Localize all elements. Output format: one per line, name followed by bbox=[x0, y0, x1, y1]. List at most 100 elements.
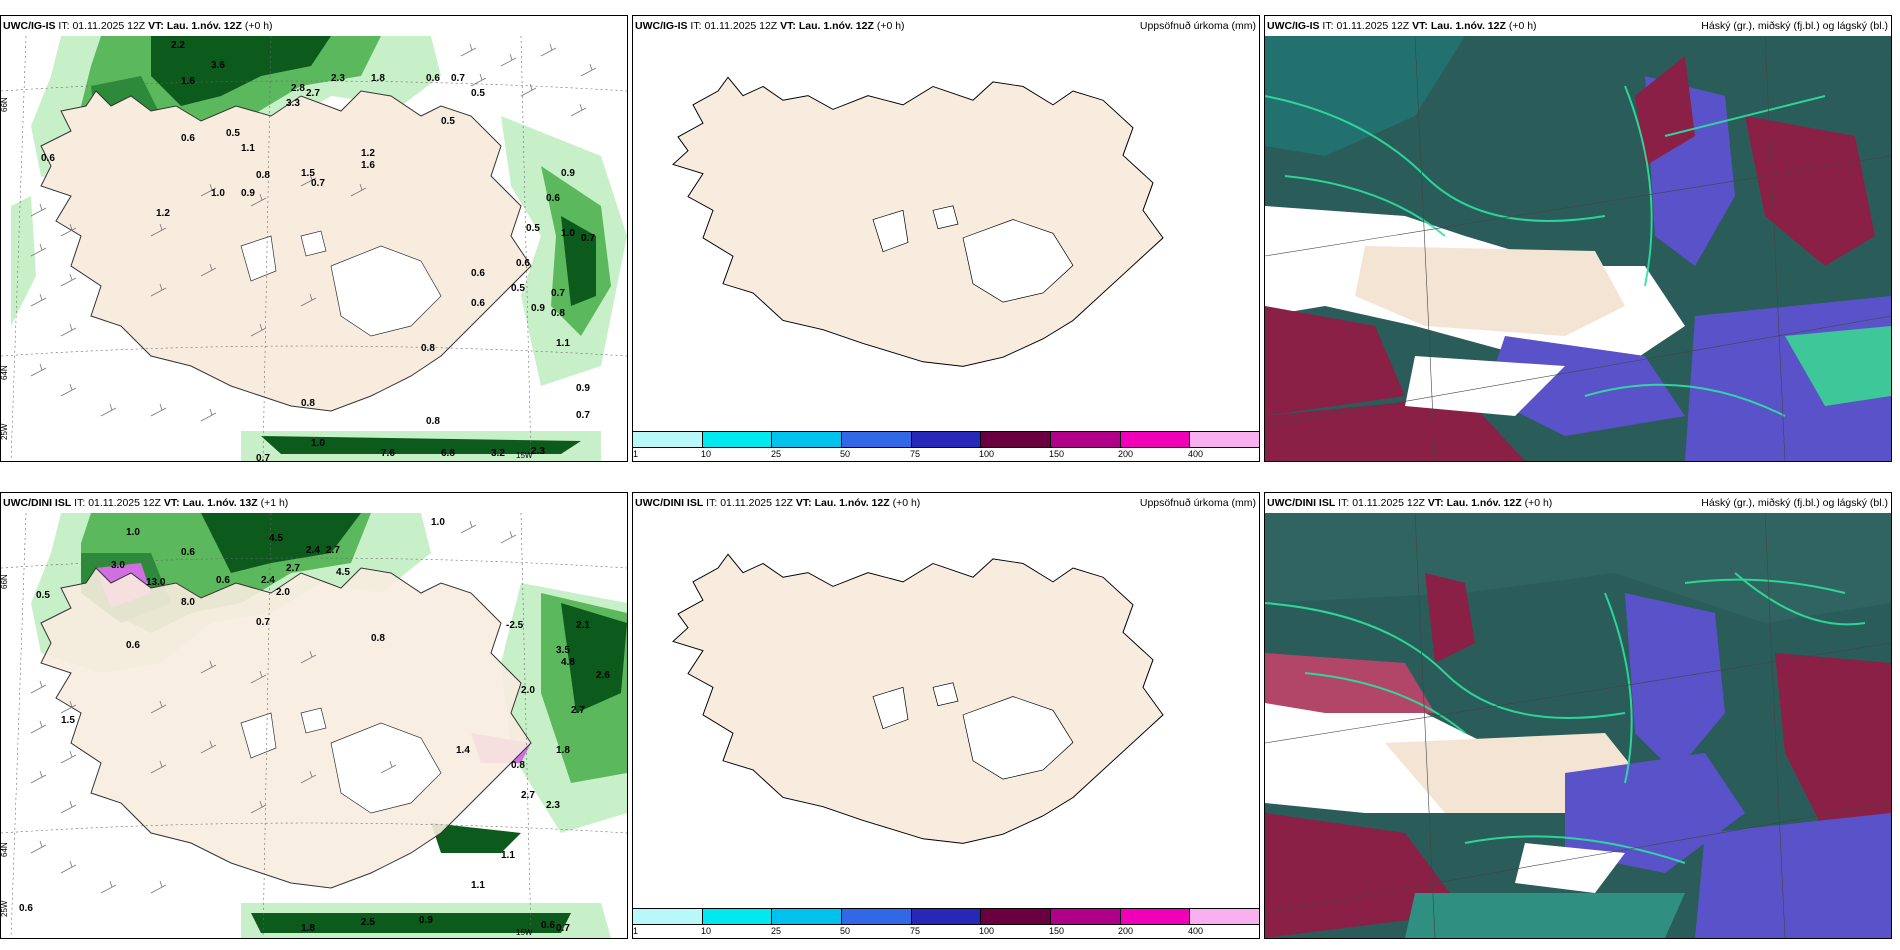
it-value: 01.11.2025 12Z bbox=[1352, 497, 1425, 509]
lon-label: 15W bbox=[516, 928, 533, 937]
legend-swatch bbox=[702, 909, 773, 924]
lon-label: 15W bbox=[516, 451, 533, 460]
precip-label: 1.0 bbox=[126, 527, 140, 538]
legend-tick: 200 bbox=[1118, 926, 1134, 936]
field-title: Háský (gr.), miðský (fj.bl.) og lágský (… bbox=[1701, 497, 1888, 509]
legend-tick: 75 bbox=[910, 926, 921, 936]
legend-tick: 1 bbox=[633, 449, 639, 459]
legend-swatch bbox=[1051, 909, 1121, 924]
precip-label: 0.8 bbox=[426, 416, 440, 427]
precip-label: 3.6 bbox=[211, 60, 225, 71]
legend-tick: 200 bbox=[1118, 449, 1134, 459]
precip-label: 0.5 bbox=[526, 223, 540, 234]
model-name: UWC/DINI ISL bbox=[3, 497, 72, 509]
precip-label: 4.5 bbox=[336, 567, 350, 578]
legend-swatch bbox=[842, 432, 912, 447]
precip-label: 0.8 bbox=[371, 633, 385, 644]
precip-label: -2.5 bbox=[506, 620, 524, 631]
panel-dini-isl-precip-wind: UWC/DINI ISL IT: 01.11.2025 12Z VT: Lau.… bbox=[0, 492, 628, 939]
precip-label: 1.1 bbox=[471, 880, 485, 891]
precip-label: 2.7 bbox=[326, 545, 340, 556]
precip-label: 0.5 bbox=[441, 116, 455, 127]
precip-label: 0.5 bbox=[511, 283, 525, 294]
precip-label: 1.0 bbox=[431, 517, 445, 528]
cloud-cover-map bbox=[1265, 513, 1891, 938]
precip-label: 2.3 bbox=[546, 800, 560, 811]
precip-label: 2.0 bbox=[521, 685, 535, 696]
precip-label: 0.7 bbox=[451, 73, 465, 84]
it-label: IT: bbox=[1322, 20, 1334, 32]
precip-label: 2.6 bbox=[596, 670, 610, 681]
precip-label: 0.9 bbox=[241, 188, 255, 199]
precip-label: 0.6 bbox=[181, 133, 195, 144]
precip-label: 1.1 bbox=[501, 850, 515, 861]
precip-label: 0.8 bbox=[511, 760, 525, 771]
legend-swatch bbox=[1120, 432, 1191, 447]
lead-time: (+0 h) bbox=[1508, 20, 1537, 32]
precip-label: 1.8 bbox=[301, 923, 315, 934]
precip-label: 0.9 bbox=[576, 383, 590, 394]
field-title: Uppsöfnuð úrkoma (mm) bbox=[1139, 20, 1256, 32]
model-name: UWC/IG-IS bbox=[1267, 20, 1320, 32]
vt-label: VT: bbox=[1427, 497, 1444, 509]
it-label: IT: bbox=[74, 497, 86, 509]
legend-tick: 50 bbox=[840, 449, 851, 459]
cloud-cover-map bbox=[1265, 36, 1891, 461]
it-label: IT: bbox=[706, 497, 718, 509]
lat-label: 64N bbox=[1, 365, 9, 380]
precip-label: 3.3 bbox=[286, 98, 300, 109]
precip-label: 1.0 bbox=[311, 438, 325, 449]
precip-label: 1.6 bbox=[181, 76, 195, 87]
precip-label: 1.8 bbox=[556, 745, 570, 756]
legend-swatch bbox=[981, 909, 1052, 924]
precip-label: 2.7 bbox=[571, 705, 585, 716]
precip-label: 2.2 bbox=[171, 40, 185, 51]
precip-label: 0.6 bbox=[541, 920, 555, 931]
lat-label: 66N bbox=[1, 97, 9, 112]
precip-legend: 1 10 25 50 75 100 150 200 400 bbox=[633, 906, 1259, 938]
precip-label: 0.6 bbox=[216, 575, 230, 586]
legend-swatch bbox=[1120, 909, 1191, 924]
precip-label: 0.8 bbox=[551, 308, 565, 319]
precip-label: 2.8 bbox=[291, 83, 305, 94]
legend-tick: 100 bbox=[979, 926, 995, 936]
vt-value: Lau. 1.nóv. 12Z bbox=[166, 20, 242, 32]
precip-label: 0.6 bbox=[19, 903, 33, 914]
lead-time: (+1 h) bbox=[260, 497, 289, 509]
lead-time: (+0 h) bbox=[876, 20, 905, 32]
model-name: UWC/DINI ISL bbox=[635, 497, 704, 509]
it-label: IT: bbox=[690, 20, 702, 32]
panel-header: UWC/IG-IS IT: 01.11.2025 12Z VT: Lau. 1.… bbox=[1, 16, 627, 36]
precip-label: 4.8 bbox=[561, 657, 575, 668]
panel-header: UWC/IG-IS IT: 01.11.2025 12Z VT: Lau. 1.… bbox=[1265, 16, 1891, 36]
panel-ig-is-precip-wind: UWC/IG-IS IT: 01.11.2025 12Z VT: Lau. 1.… bbox=[0, 15, 628, 462]
precip-label: 1.8 bbox=[371, 73, 385, 84]
panel-header: UWC/DINI ISL IT: 01.11.2025 12Z VT: Lau.… bbox=[1, 493, 627, 513]
accumulated-precip-map bbox=[672, 553, 1164, 844]
precip-label: 0.7 bbox=[556, 923, 570, 934]
legend-tick: 50 bbox=[840, 926, 851, 936]
lat-label: 66N bbox=[1, 574, 9, 589]
panel-dini-isl-cloud-cover: UWC/DINI ISL IT: 01.11.2025 12Z VT: Lau.… bbox=[1264, 492, 1892, 939]
legend-tick: 100 bbox=[979, 449, 995, 459]
precip-label: 0.8 bbox=[421, 343, 435, 354]
it-value: 01.11.2025 12Z bbox=[704, 20, 778, 32]
panel-ig-is-cloud-cover: UWC/IG-IS IT: 01.11.2025 12Z VT: Lau. 1.… bbox=[1264, 15, 1892, 462]
precip-label: 3.0 bbox=[111, 560, 125, 571]
legend-swatch bbox=[842, 909, 912, 924]
precip-label: 0.7 bbox=[311, 178, 325, 189]
precip-label: 1.0 bbox=[561, 228, 575, 239]
precip-label: 2.7 bbox=[286, 563, 300, 574]
it-value: 01.11.2025 12Z bbox=[720, 497, 793, 509]
vt-value: Lau. 1.nóv. 12Z bbox=[814, 497, 890, 509]
precip-label: 4.5 bbox=[269, 533, 283, 544]
vt-label: VT: bbox=[148, 20, 164, 32]
precip-label: 0.9 bbox=[561, 168, 575, 179]
precip-label: 1.5 bbox=[61, 715, 75, 726]
lat-label: 64N bbox=[1, 842, 9, 857]
lon-label: 25W bbox=[1, 900, 9, 917]
legend-swatch bbox=[1190, 909, 1259, 924]
precip-label: 3.5 bbox=[556, 645, 570, 656]
precip-label: 0.6 bbox=[126, 640, 140, 651]
legend-swatch bbox=[633, 432, 703, 447]
